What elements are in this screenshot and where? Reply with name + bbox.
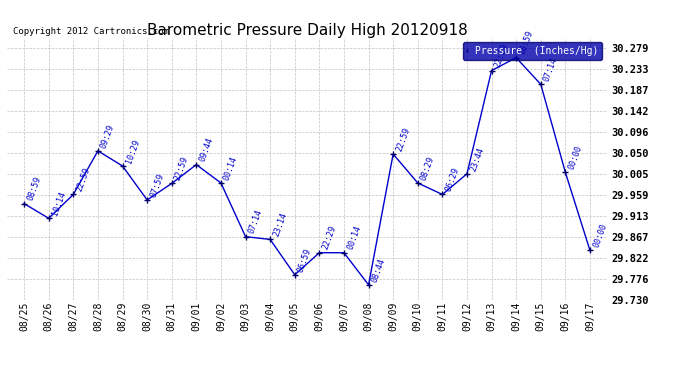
Text: 08:44: 08:44 — [370, 257, 387, 283]
Text: 06:59: 06:59 — [518, 30, 535, 56]
Text: 22:59: 22:59 — [395, 126, 412, 153]
Text: 06:59: 06:59 — [296, 247, 313, 273]
Text: 22:59: 22:59 — [173, 155, 190, 182]
Text: 22:29: 22:29 — [321, 225, 338, 251]
Text: 09:29: 09:29 — [99, 123, 117, 149]
Text: 23:44: 23:44 — [469, 146, 486, 172]
Text: 23:14: 23:14 — [272, 211, 288, 238]
Text: 10:14: 10:14 — [50, 190, 67, 217]
Text: 22:29: 22:29 — [493, 42, 510, 69]
Text: 08:29: 08:29 — [420, 155, 436, 182]
Legend: Pressure  (Inches/Hg): Pressure (Inches/Hg) — [464, 42, 602, 60]
Text: 00:00: 00:00 — [591, 222, 609, 249]
Text: 07:14: 07:14 — [247, 209, 264, 235]
Text: Copyright 2012 Cartronics.com: Copyright 2012 Cartronics.com — [13, 27, 169, 36]
Text: 00:14: 00:14 — [346, 225, 362, 251]
Text: 08:59: 08:59 — [26, 176, 43, 202]
Text: 00:14: 00:14 — [222, 155, 239, 182]
Text: 07:14: 07:14 — [542, 56, 560, 83]
Text: 07:59: 07:59 — [148, 172, 166, 198]
Title: Barometric Pressure Daily High 20120918: Barometric Pressure Daily High 20120918 — [147, 23, 467, 38]
Text: 00:00: 00:00 — [567, 144, 584, 171]
Text: 10:29: 10:29 — [124, 138, 141, 164]
Text: 09:44: 09:44 — [198, 136, 215, 163]
Text: 06:29: 06:29 — [444, 166, 461, 193]
Text: 22:59: 22:59 — [75, 166, 92, 193]
